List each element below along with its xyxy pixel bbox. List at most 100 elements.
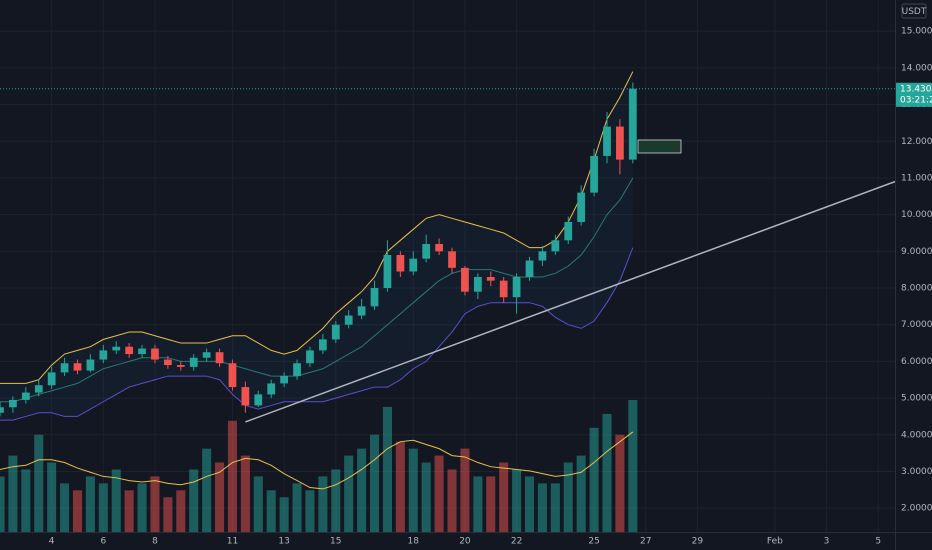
candle-body <box>99 350 108 360</box>
volume-bar <box>382 406 392 532</box>
candle-body <box>564 221 573 241</box>
volume-bar <box>421 462 431 532</box>
candle-body <box>616 126 624 160</box>
y-tick-label: 8.0000 <box>901 284 932 294</box>
volume-bar <box>98 483 108 532</box>
volume-bar <box>85 476 95 532</box>
y-tick-label: 2.0000 <box>901 504 932 514</box>
volume-bar <box>240 455 250 532</box>
volume-bar <box>447 469 457 532</box>
candle-body <box>370 288 379 307</box>
x-tick-label: 25 <box>588 537 599 547</box>
volume-bar <box>460 448 470 532</box>
candle-body <box>189 357 198 367</box>
band-line <box>0 71 634 384</box>
candle-body <box>47 372 56 386</box>
candle-body <box>228 363 237 388</box>
candle-body <box>151 348 159 360</box>
volume-bar <box>163 497 173 532</box>
volume-bar <box>279 497 289 532</box>
y-tick-label: 10.0000 <box>901 210 932 220</box>
volume-bar <box>189 469 199 532</box>
candle-body <box>73 363 82 371</box>
candle-body <box>215 352 224 364</box>
drawing-rectangle[interactable] <box>637 139 682 154</box>
candle-body <box>357 306 366 316</box>
volume-bar <box>150 476 160 532</box>
volume-bar <box>253 476 263 532</box>
currency-box[interactable] <box>901 3 927 19</box>
candle-body <box>125 346 134 355</box>
candle-body <box>409 258 418 272</box>
candle-body <box>306 350 314 364</box>
volume-bar <box>512 469 522 532</box>
candle-body <box>34 385 43 393</box>
candle-body <box>396 254 405 272</box>
candle-body <box>499 280 508 298</box>
volume-bar <box>576 455 586 532</box>
x-tick-label: 20 <box>459 537 471 547</box>
x-tick-label: 8 <box>152 537 158 547</box>
x-tick-label: 6 <box>100 537 106 547</box>
volume-bar <box>615 434 625 532</box>
countdown-label: 03:21:20 <box>900 95 932 105</box>
volume-bar <box>408 448 418 532</box>
candle-body <box>486 277 495 281</box>
candle-body <box>9 399 17 408</box>
volume-bar <box>202 448 212 532</box>
volume-bar <box>0 476 5 532</box>
y-tick-label: 4.0000 <box>901 430 932 440</box>
x-tick-label: 22 <box>511 537 522 547</box>
volume-bar <box>434 455 444 532</box>
volume-bar <box>176 490 186 532</box>
volume-bar <box>537 483 547 532</box>
volume-bar <box>72 490 83 532</box>
candle-body <box>176 365 185 367</box>
candle-body <box>293 363 301 377</box>
candle-body <box>21 392 30 400</box>
candle-body <box>461 267 469 292</box>
y-tick-label: 15.0000 <box>901 27 932 37</box>
x-tick-label: Feb <box>767 537 783 547</box>
volume-bar <box>124 490 134 532</box>
volume-bar <box>563 462 573 532</box>
candle-body <box>448 251 456 268</box>
candle-body <box>383 254 392 289</box>
candle-body <box>525 260 534 278</box>
candle-body <box>435 243 443 252</box>
volume-bar <box>473 476 483 532</box>
band-line <box>0 247 634 421</box>
currency-label: USDT <box>902 7 927 17</box>
plot <box>0 0 896 532</box>
candle-body <box>202 352 211 358</box>
volume-bar <box>589 427 599 532</box>
y-tick-label: 12.0000 <box>901 137 932 147</box>
candle-body <box>577 192 586 222</box>
candle-body <box>164 359 172 366</box>
x-tick-label: 11 <box>227 537 238 547</box>
candle-body <box>60 363 69 373</box>
volume-bar <box>524 476 535 532</box>
volume-bar <box>266 490 276 532</box>
volume-bar <box>227 420 237 532</box>
candle-body <box>422 243 431 259</box>
volume-bar <box>137 483 147 532</box>
candle-body <box>138 348 146 355</box>
x-tick-label: 18 <box>408 537 420 547</box>
candle-body <box>512 277 521 298</box>
x-tick-label: 27 <box>640 537 651 547</box>
candle-body <box>628 88 637 160</box>
last-price-box <box>896 82 932 107</box>
volume-bar <box>111 469 121 532</box>
volume-bar <box>486 476 496 532</box>
volume-bar <box>305 490 315 532</box>
volume-bar <box>628 400 638 532</box>
candle-body <box>603 126 611 156</box>
y-tick-label: 7.0000 <box>901 320 932 330</box>
candle-body <box>280 376 289 384</box>
volume-bar <box>8 455 18 532</box>
volume-bar <box>344 455 354 532</box>
volume-bar <box>395 441 405 532</box>
